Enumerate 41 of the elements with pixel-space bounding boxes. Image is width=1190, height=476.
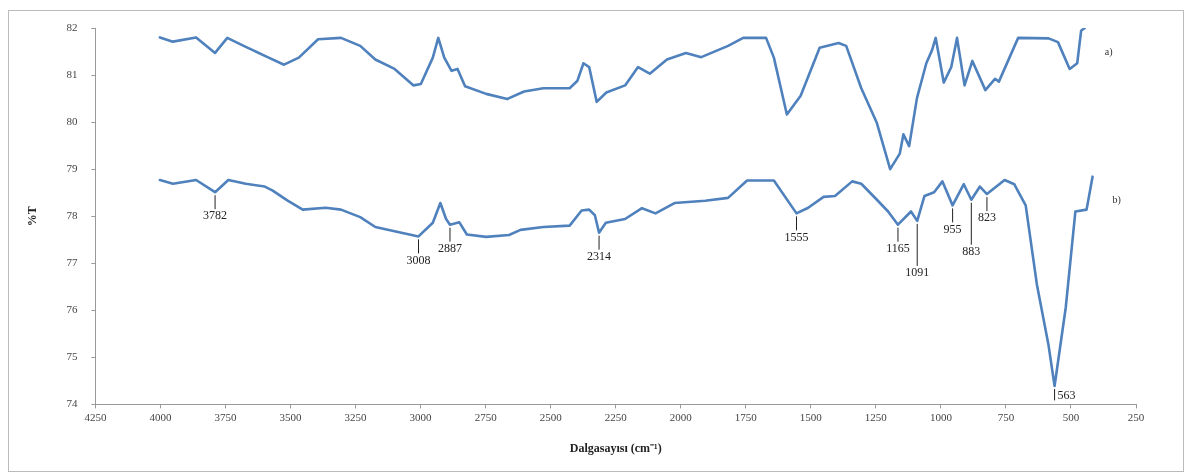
x-tick-label: 1750 <box>734 410 758 423</box>
x-tick-label: 2500 <box>539 410 563 423</box>
annotation: 955 <box>943 221 962 236</box>
annotation: 823 <box>977 210 996 225</box>
annotation: 1165 <box>886 240 910 255</box>
y-tick-label: 80 <box>66 114 78 127</box>
annotation: 3782 <box>203 208 228 223</box>
x-tick-label: 3000 <box>409 410 433 423</box>
x-tick-label: 1000 <box>929 410 953 423</box>
text: b) <box>1112 194 1121 207</box>
x-tick-label: 1500 <box>799 410 823 423</box>
y-axis-title: %T <box>25 206 40 227</box>
y-tick-label: 78 <box>66 209 78 222</box>
x-tick-label: 3750 <box>214 410 237 423</box>
annotation: 883 <box>962 243 981 258</box>
x-tick-label: 3500 <box>279 410 303 423</box>
x-tick-label: 750 <box>997 410 1015 423</box>
y-tick-label: 76 <box>66 303 78 316</box>
annotation: 3008 <box>406 252 431 267</box>
x-tick-label: 4000 <box>149 410 172 423</box>
y-tick-label: 79 <box>66 162 78 175</box>
x-tick-label: 2750 <box>474 410 498 423</box>
annotation: 2887 <box>437 240 462 255</box>
annotation: 563 <box>1057 387 1076 402</box>
text: a) <box>1104 45 1113 58</box>
annotation: 1555 <box>784 229 809 244</box>
x-tick-label: 4250 <box>84 410 107 423</box>
x-tick-label: 250 <box>1127 410 1145 423</box>
x-tick-label: 1250 <box>864 410 888 423</box>
x-tick-label: 2000 <box>669 410 693 423</box>
x-axis-title: Dalgasayısı (cm⁻¹) <box>569 440 662 455</box>
x-tick-label: 2250 <box>604 410 628 423</box>
x-tick-label: 500 <box>1062 410 1080 423</box>
y-tick-label: 74 <box>66 397 78 410</box>
x-tick-label: 3250 <box>344 410 368 423</box>
y-tick-label: 75 <box>66 350 78 363</box>
y-tick-label: 82 <box>66 20 78 33</box>
y-tick-label: 81 <box>66 67 78 80</box>
annotation: 1091 <box>905 265 930 280</box>
annotation: 2314 <box>587 248 612 263</box>
y-tick-label: 77 <box>66 256 78 269</box>
